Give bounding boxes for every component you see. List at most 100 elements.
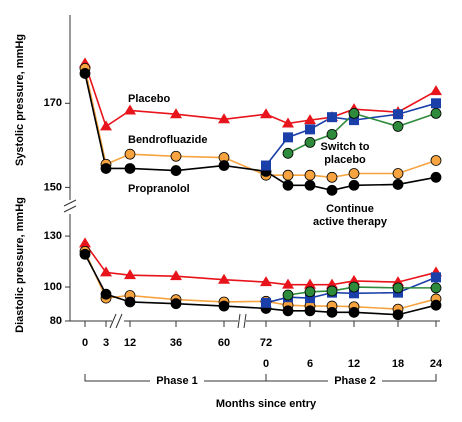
marker bbox=[327, 112, 337, 123]
marker bbox=[392, 309, 404, 321]
axis-break bbox=[109, 313, 117, 329]
axis-break bbox=[237, 313, 241, 329]
y-axis-label: Diastolic pressure, mmHg bbox=[14, 197, 26, 333]
axis-break bbox=[115, 313, 123, 329]
marker bbox=[305, 124, 315, 135]
marker bbox=[392, 282, 404, 294]
marker bbox=[282, 147, 294, 159]
marker bbox=[79, 237, 91, 248]
marker bbox=[218, 160, 230, 171]
marker bbox=[326, 285, 338, 297]
annotation: Continue bbox=[326, 203, 374, 215]
axis-gap bbox=[112, 314, 124, 328]
marker bbox=[79, 68, 91, 79]
marker bbox=[100, 288, 112, 300]
y-tick-label: 170 bbox=[44, 97, 62, 109]
axis-gap bbox=[238, 314, 246, 328]
marker bbox=[282, 278, 294, 289]
marker bbox=[170, 165, 182, 176]
axis-break bbox=[63, 205, 77, 213]
marker bbox=[124, 104, 136, 115]
marker bbox=[430, 299, 442, 311]
y-tick-label: 150 bbox=[44, 181, 62, 193]
marker bbox=[348, 306, 360, 318]
x-tick-label: 24 bbox=[430, 358, 443, 370]
marker bbox=[392, 179, 404, 190]
x-tick-label: 6 bbox=[307, 358, 313, 370]
marker bbox=[282, 305, 294, 317]
label-bg bbox=[150, 374, 204, 388]
marker bbox=[304, 286, 316, 298]
marker bbox=[170, 108, 182, 119]
marker bbox=[430, 85, 442, 96]
marker bbox=[326, 171, 338, 183]
x-tick-label: 12 bbox=[348, 358, 360, 370]
label-bg bbox=[328, 374, 382, 388]
marker bbox=[392, 168, 404, 179]
marker bbox=[283, 132, 293, 143]
marker bbox=[304, 114, 316, 125]
marker bbox=[260, 108, 272, 119]
marker bbox=[326, 306, 338, 318]
marker bbox=[170, 298, 182, 310]
x-tick-label: 12 bbox=[124, 337, 136, 349]
marker bbox=[348, 281, 360, 293]
x-tick-label: 18 bbox=[392, 358, 404, 370]
series-line bbox=[84, 253, 437, 316]
y-tick-label: 100 bbox=[44, 281, 62, 293]
axis-break bbox=[243, 313, 247, 329]
x-tick-label: 72 bbox=[260, 337, 272, 349]
marker bbox=[124, 296, 136, 308]
marker bbox=[218, 273, 230, 284]
phase-label: Phase 1 bbox=[156, 375, 198, 387]
marker bbox=[218, 113, 230, 124]
series-label: Propranolol bbox=[128, 183, 190, 195]
marker bbox=[430, 171, 442, 183]
marker bbox=[124, 148, 136, 160]
marker bbox=[124, 269, 136, 280]
marker bbox=[431, 272, 441, 283]
marker bbox=[170, 150, 182, 162]
marker bbox=[305, 293, 315, 304]
marker bbox=[218, 300, 230, 312]
marker bbox=[282, 117, 294, 128]
marker bbox=[79, 248, 91, 260]
marker bbox=[430, 107, 442, 119]
series-line bbox=[84, 251, 437, 310]
marker bbox=[304, 278, 316, 289]
marker bbox=[431, 98, 441, 109]
marker bbox=[348, 274, 360, 285]
marker bbox=[282, 289, 294, 301]
series-line bbox=[84, 242, 437, 286]
marker bbox=[430, 155, 442, 166]
marker bbox=[348, 107, 360, 119]
phase-bracket bbox=[84, 374, 437, 382]
marker bbox=[304, 305, 316, 317]
marker bbox=[349, 115, 359, 126]
marker bbox=[349, 288, 359, 299]
x-tick-label: 60 bbox=[218, 337, 230, 349]
marker bbox=[326, 184, 338, 196]
marker bbox=[304, 136, 316, 148]
x-tick-label: 36 bbox=[170, 337, 182, 349]
annotation: active therapy bbox=[313, 216, 388, 228]
marker bbox=[393, 109, 403, 120]
x-tick-label: 0 bbox=[263, 358, 269, 370]
y-tick-label: 130 bbox=[44, 230, 62, 242]
marker bbox=[261, 160, 271, 171]
x-axis-label: Months since entry bbox=[216, 398, 317, 410]
y-tick-label: 80 bbox=[50, 315, 62, 327]
phase-label: Phase 2 bbox=[334, 375, 376, 387]
marker bbox=[326, 278, 338, 289]
annotation: placebo bbox=[324, 154, 366, 166]
marker bbox=[430, 282, 442, 294]
series-label: Placebo bbox=[128, 93, 170, 105]
marker bbox=[392, 121, 404, 132]
y-axis-label: Systolic pressure, mmHg bbox=[14, 34, 26, 166]
marker bbox=[282, 169, 294, 181]
marker bbox=[348, 168, 360, 179]
marker bbox=[170, 270, 182, 281]
marker bbox=[282, 179, 294, 191]
